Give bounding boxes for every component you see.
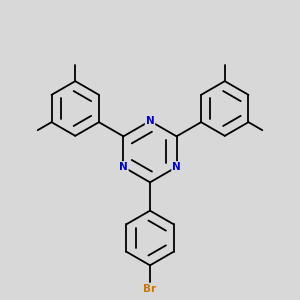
Text: N: N [119, 162, 128, 172]
Text: N: N [146, 116, 154, 126]
Text: Br: Br [143, 284, 157, 294]
Text: N: N [172, 162, 181, 172]
